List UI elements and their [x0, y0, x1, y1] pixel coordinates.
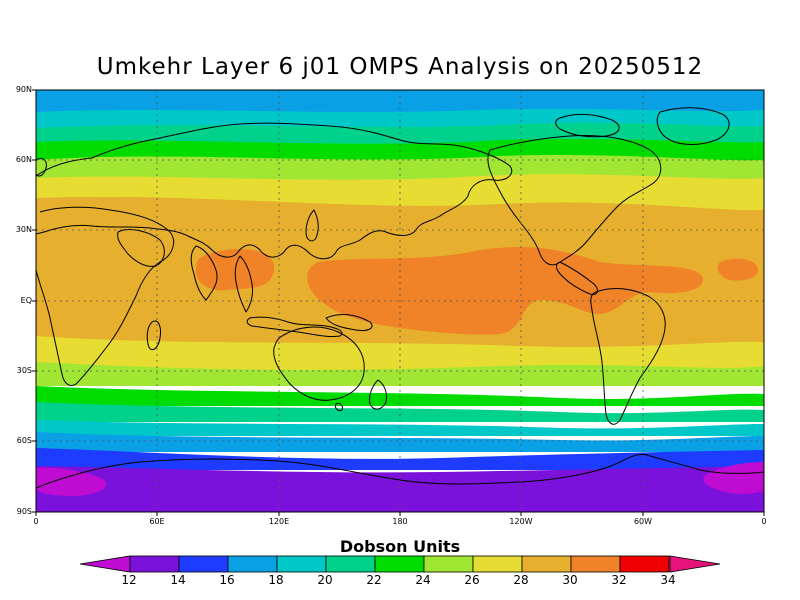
tick-marks: [32, 89, 765, 516]
coast-canadian-arctic: [555, 113, 620, 138]
colorbar-label: 12: [121, 573, 137, 587]
lat-label-60n: 60N: [15, 155, 32, 164]
coast-eurasia: [36, 122, 513, 260]
high-caribbean: [717, 258, 759, 281]
colorbar-swatch: [570, 555, 621, 573]
colorbar-label: 32: [611, 573, 627, 587]
coast-centralamerica: [555, 261, 598, 295]
coast-indonesia: [246, 316, 343, 337]
lon-label-120e: 120E: [268, 517, 290, 526]
coast-greenland: [656, 107, 730, 145]
coast-indochina: [234, 255, 253, 313]
lon-label-0-west: 0: [33, 517, 39, 526]
coast-northamerica: [487, 135, 662, 266]
coast-japan: [305, 209, 319, 242]
colorbar-swatch: [325, 555, 376, 573]
colorbar-label: 20: [317, 573, 333, 587]
high-tropical-pacific: [307, 247, 703, 335]
colorbar-title: Dobson Units: [339, 537, 461, 556]
colorbar-swatch: [423, 555, 474, 573]
lon-label-120w: 120W: [509, 517, 533, 526]
lon-label-180: 180: [392, 517, 408, 526]
band-22-24-south: [36, 402, 764, 422]
colorbar-swatch: [619, 555, 670, 573]
coast-newguinea: [325, 314, 373, 331]
coast-southamerica: [590, 288, 666, 425]
gridlines: [36, 90, 764, 512]
lon-label-60w: 60W: [633, 517, 653, 526]
coastlines: [36, 107, 764, 489]
band-18-20-south: [36, 432, 764, 452]
band-18-20: [36, 90, 764, 112]
lat-label-90s: 90S: [16, 507, 32, 516]
lat-label-eq: EQ: [20, 296, 32, 305]
colorbar-label: 34: [660, 573, 676, 587]
colorbar-swatch: [276, 555, 327, 573]
colorbar-right-arrow: [669, 555, 721, 573]
colorbar-label: 26: [464, 573, 480, 587]
colorbar-swatch: [227, 555, 278, 573]
band-14-16-south: [36, 466, 764, 512]
colorbar-swatch: [129, 555, 180, 573]
colorbar-label: 28: [513, 573, 529, 587]
band-28-30-south: [36, 336, 764, 370]
ozone-field: [36, 90, 764, 512]
coast-arabia: [117, 229, 165, 267]
colorbar-label: 14: [170, 573, 186, 587]
coast-australia: [273, 326, 365, 401]
low-antarctic-west: [36, 467, 107, 496]
colorbar-label: 16: [219, 573, 235, 587]
colorbar-label: 22: [366, 573, 382, 587]
lat-label-30n: 30N: [15, 225, 32, 234]
coast-africa: [36, 206, 175, 387]
colorbar-swatch: [178, 555, 229, 573]
map-title: Umkehr Layer 6 j01 OMPS Analysis on 2025…: [96, 54, 704, 80]
coast-madagascar: [146, 320, 161, 351]
lat-label-90n: 90N: [15, 85, 32, 94]
colorbar-label: 24: [415, 573, 431, 587]
colorbar-left-arrow: [79, 555, 131, 573]
colorbar-swatch: [374, 555, 425, 573]
coast-newzealand: [369, 379, 387, 410]
lon-label-0-east: 0: [761, 517, 767, 526]
coast-india: [190, 245, 218, 301]
coast-tasmania: [335, 403, 343, 411]
coast-antarctica: [36, 453, 764, 489]
coast-britain: [36, 157, 47, 177]
colorbar: [79, 555, 721, 573]
low-antarctic-east: [703, 462, 764, 494]
colorbar-label: 30: [562, 573, 578, 587]
lat-label-60s: 60S: [16, 436, 32, 445]
band-16-18-south: [36, 448, 764, 470]
colorbar-label: 18: [268, 573, 284, 587]
lon-label-60e: 60E: [149, 517, 165, 526]
colorbar-swatch: [521, 555, 572, 573]
colorbar-swatch: [472, 555, 523, 573]
lat-label-30s: 30S: [16, 366, 32, 375]
